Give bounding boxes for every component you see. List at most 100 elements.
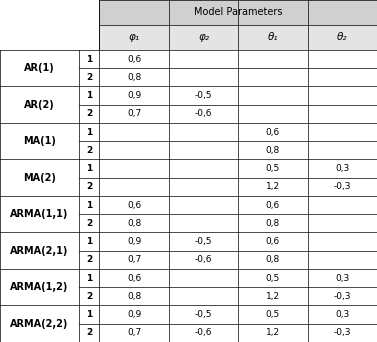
Bar — [169, 87, 238, 105]
Text: 0,9: 0,9 — [127, 237, 141, 246]
Text: 2: 2 — [86, 219, 92, 228]
Text: 1: 1 — [86, 91, 92, 100]
Bar — [100, 0, 377, 25]
Bar — [0, 123, 79, 141]
Text: 0,3: 0,3 — [335, 310, 349, 319]
Bar — [238, 324, 308, 342]
Bar — [100, 269, 169, 287]
Text: θ₂: θ₂ — [337, 32, 348, 42]
Text: 1: 1 — [86, 128, 92, 136]
Bar — [0, 269, 79, 287]
Bar — [308, 269, 377, 287]
Bar — [169, 287, 238, 305]
Bar — [0, 196, 79, 214]
Text: 0,6: 0,6 — [127, 55, 141, 64]
Bar — [79, 178, 100, 196]
Bar — [238, 105, 308, 123]
Bar — [169, 196, 238, 214]
Bar — [308, 159, 377, 178]
Bar — [169, 305, 238, 324]
Bar — [308, 305, 377, 324]
Bar — [100, 87, 169, 105]
Bar — [100, 251, 169, 269]
Bar — [0, 159, 79, 178]
Bar — [169, 105, 238, 123]
Bar — [0, 50, 79, 68]
Text: 2: 2 — [86, 292, 92, 301]
Bar — [100, 123, 169, 141]
Bar — [79, 68, 100, 87]
Bar — [169, 25, 238, 50]
Bar — [100, 159, 169, 178]
Bar — [169, 68, 238, 87]
Text: 0,3: 0,3 — [335, 164, 349, 173]
Bar — [169, 50, 238, 68]
Text: 0,8: 0,8 — [266, 255, 280, 264]
Bar — [0, 141, 79, 159]
Bar — [238, 196, 308, 214]
Text: 0,5: 0,5 — [266, 164, 280, 173]
Bar — [0, 251, 79, 269]
Bar — [0, 50, 79, 87]
Bar — [238, 87, 308, 105]
Text: 0,6: 0,6 — [266, 128, 280, 136]
Bar — [100, 233, 169, 251]
Bar — [100, 105, 169, 123]
Bar — [0, 159, 79, 196]
Text: 0,8: 0,8 — [127, 292, 141, 301]
Bar — [100, 141, 169, 159]
Bar — [238, 123, 308, 141]
Text: 2: 2 — [86, 182, 92, 191]
Bar — [169, 324, 238, 342]
Text: -0,6: -0,6 — [195, 328, 212, 337]
Bar — [0, 305, 79, 342]
Bar — [0, 305, 79, 324]
Bar — [308, 68, 377, 87]
Bar — [238, 141, 308, 159]
Text: 1: 1 — [86, 164, 92, 173]
Text: φ₂: φ₂ — [198, 32, 209, 42]
Text: 0,7: 0,7 — [127, 255, 141, 264]
Bar — [79, 105, 100, 123]
Text: 1,2: 1,2 — [266, 182, 280, 191]
Text: 1: 1 — [86, 237, 92, 246]
Bar — [238, 305, 308, 324]
Text: -0,5: -0,5 — [195, 237, 212, 246]
Bar — [308, 196, 377, 214]
Bar — [79, 87, 100, 105]
Bar — [0, 214, 79, 233]
Bar — [238, 287, 308, 305]
Bar — [169, 269, 238, 287]
Text: AR(1): AR(1) — [24, 63, 55, 73]
Bar — [308, 141, 377, 159]
Bar — [308, 105, 377, 123]
Bar — [238, 214, 308, 233]
Bar — [0, 233, 79, 269]
Bar — [238, 178, 308, 196]
Bar — [308, 178, 377, 196]
Bar — [79, 251, 100, 269]
Bar — [0, 123, 79, 159]
Text: 0,9: 0,9 — [127, 91, 141, 100]
Text: 0,8: 0,8 — [127, 219, 141, 228]
Bar — [79, 305, 100, 324]
Text: -0,5: -0,5 — [195, 91, 212, 100]
Text: 0,8: 0,8 — [266, 146, 280, 155]
Bar — [0, 324, 79, 342]
Bar — [169, 233, 238, 251]
Text: 0,6: 0,6 — [266, 237, 280, 246]
Bar — [0, 196, 79, 233]
Bar — [0, 233, 79, 251]
Text: 0,3: 0,3 — [335, 274, 349, 282]
Text: ARMA(2,2): ARMA(2,2) — [10, 319, 69, 329]
Text: 2: 2 — [86, 146, 92, 155]
Bar — [169, 123, 238, 141]
Bar — [79, 123, 100, 141]
Text: 1: 1 — [86, 201, 92, 210]
Bar — [100, 25, 169, 50]
Bar — [308, 123, 377, 141]
Text: ARMA(2,1): ARMA(2,1) — [10, 246, 69, 256]
Bar — [79, 50, 100, 68]
Bar — [238, 50, 308, 68]
Text: ARMA(1,2): ARMA(1,2) — [10, 282, 69, 292]
